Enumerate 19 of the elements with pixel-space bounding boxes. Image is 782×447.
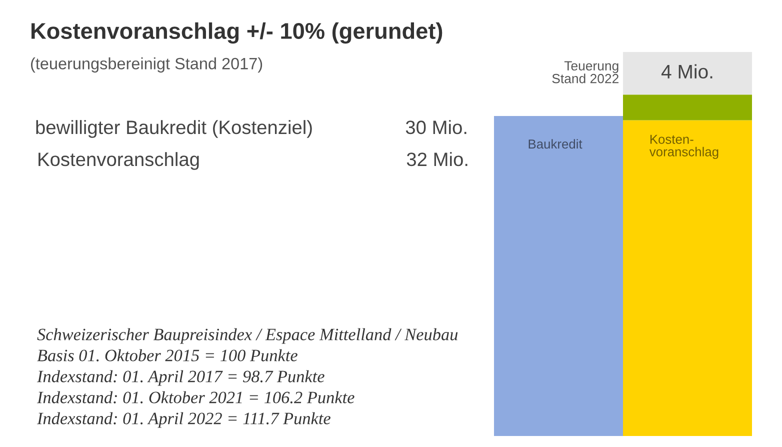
bar xyxy=(623,120,752,436)
x-tick-label: Kosten- voranschlag xyxy=(649,134,718,159)
text: Indexstand: 01. April 2022 = 111.7 Punkte xyxy=(36,412,330,428)
text: Basis 01. Oktober 2015 = 100 Punkte xyxy=(37,349,298,362)
text: bewilligter Baukredit (Kostenziel) xyxy=(36,120,312,138)
text: Schweizerischer Baupreisindex / Espace Mittelland / Neubau xyxy=(37,328,458,344)
text: Kostenvoranschlag xyxy=(38,152,199,170)
text: 32 Mio. xyxy=(406,152,468,166)
text: Indexstand: 01. April 2017 = 98.7 Punkte xyxy=(36,370,324,386)
text: Indexstand: 01. Oktober 2021 = 106.2 Punkte xyxy=(36,391,354,404)
bar xyxy=(623,94,752,120)
bar xyxy=(623,52,752,95)
series-label: Teuerung Stand 2022 xyxy=(552,61,618,84)
bar xyxy=(494,116,623,436)
x-tick-label: Baukredit xyxy=(528,139,582,149)
data-label: 4 Mio. xyxy=(661,64,712,79)
text: 30 Mio. xyxy=(406,120,466,134)
text: Kostenvoranschlag +/- 10% (gerundet) xyxy=(32,22,442,44)
text: (teuerungsbereinigt Stand 2017) xyxy=(31,57,262,73)
